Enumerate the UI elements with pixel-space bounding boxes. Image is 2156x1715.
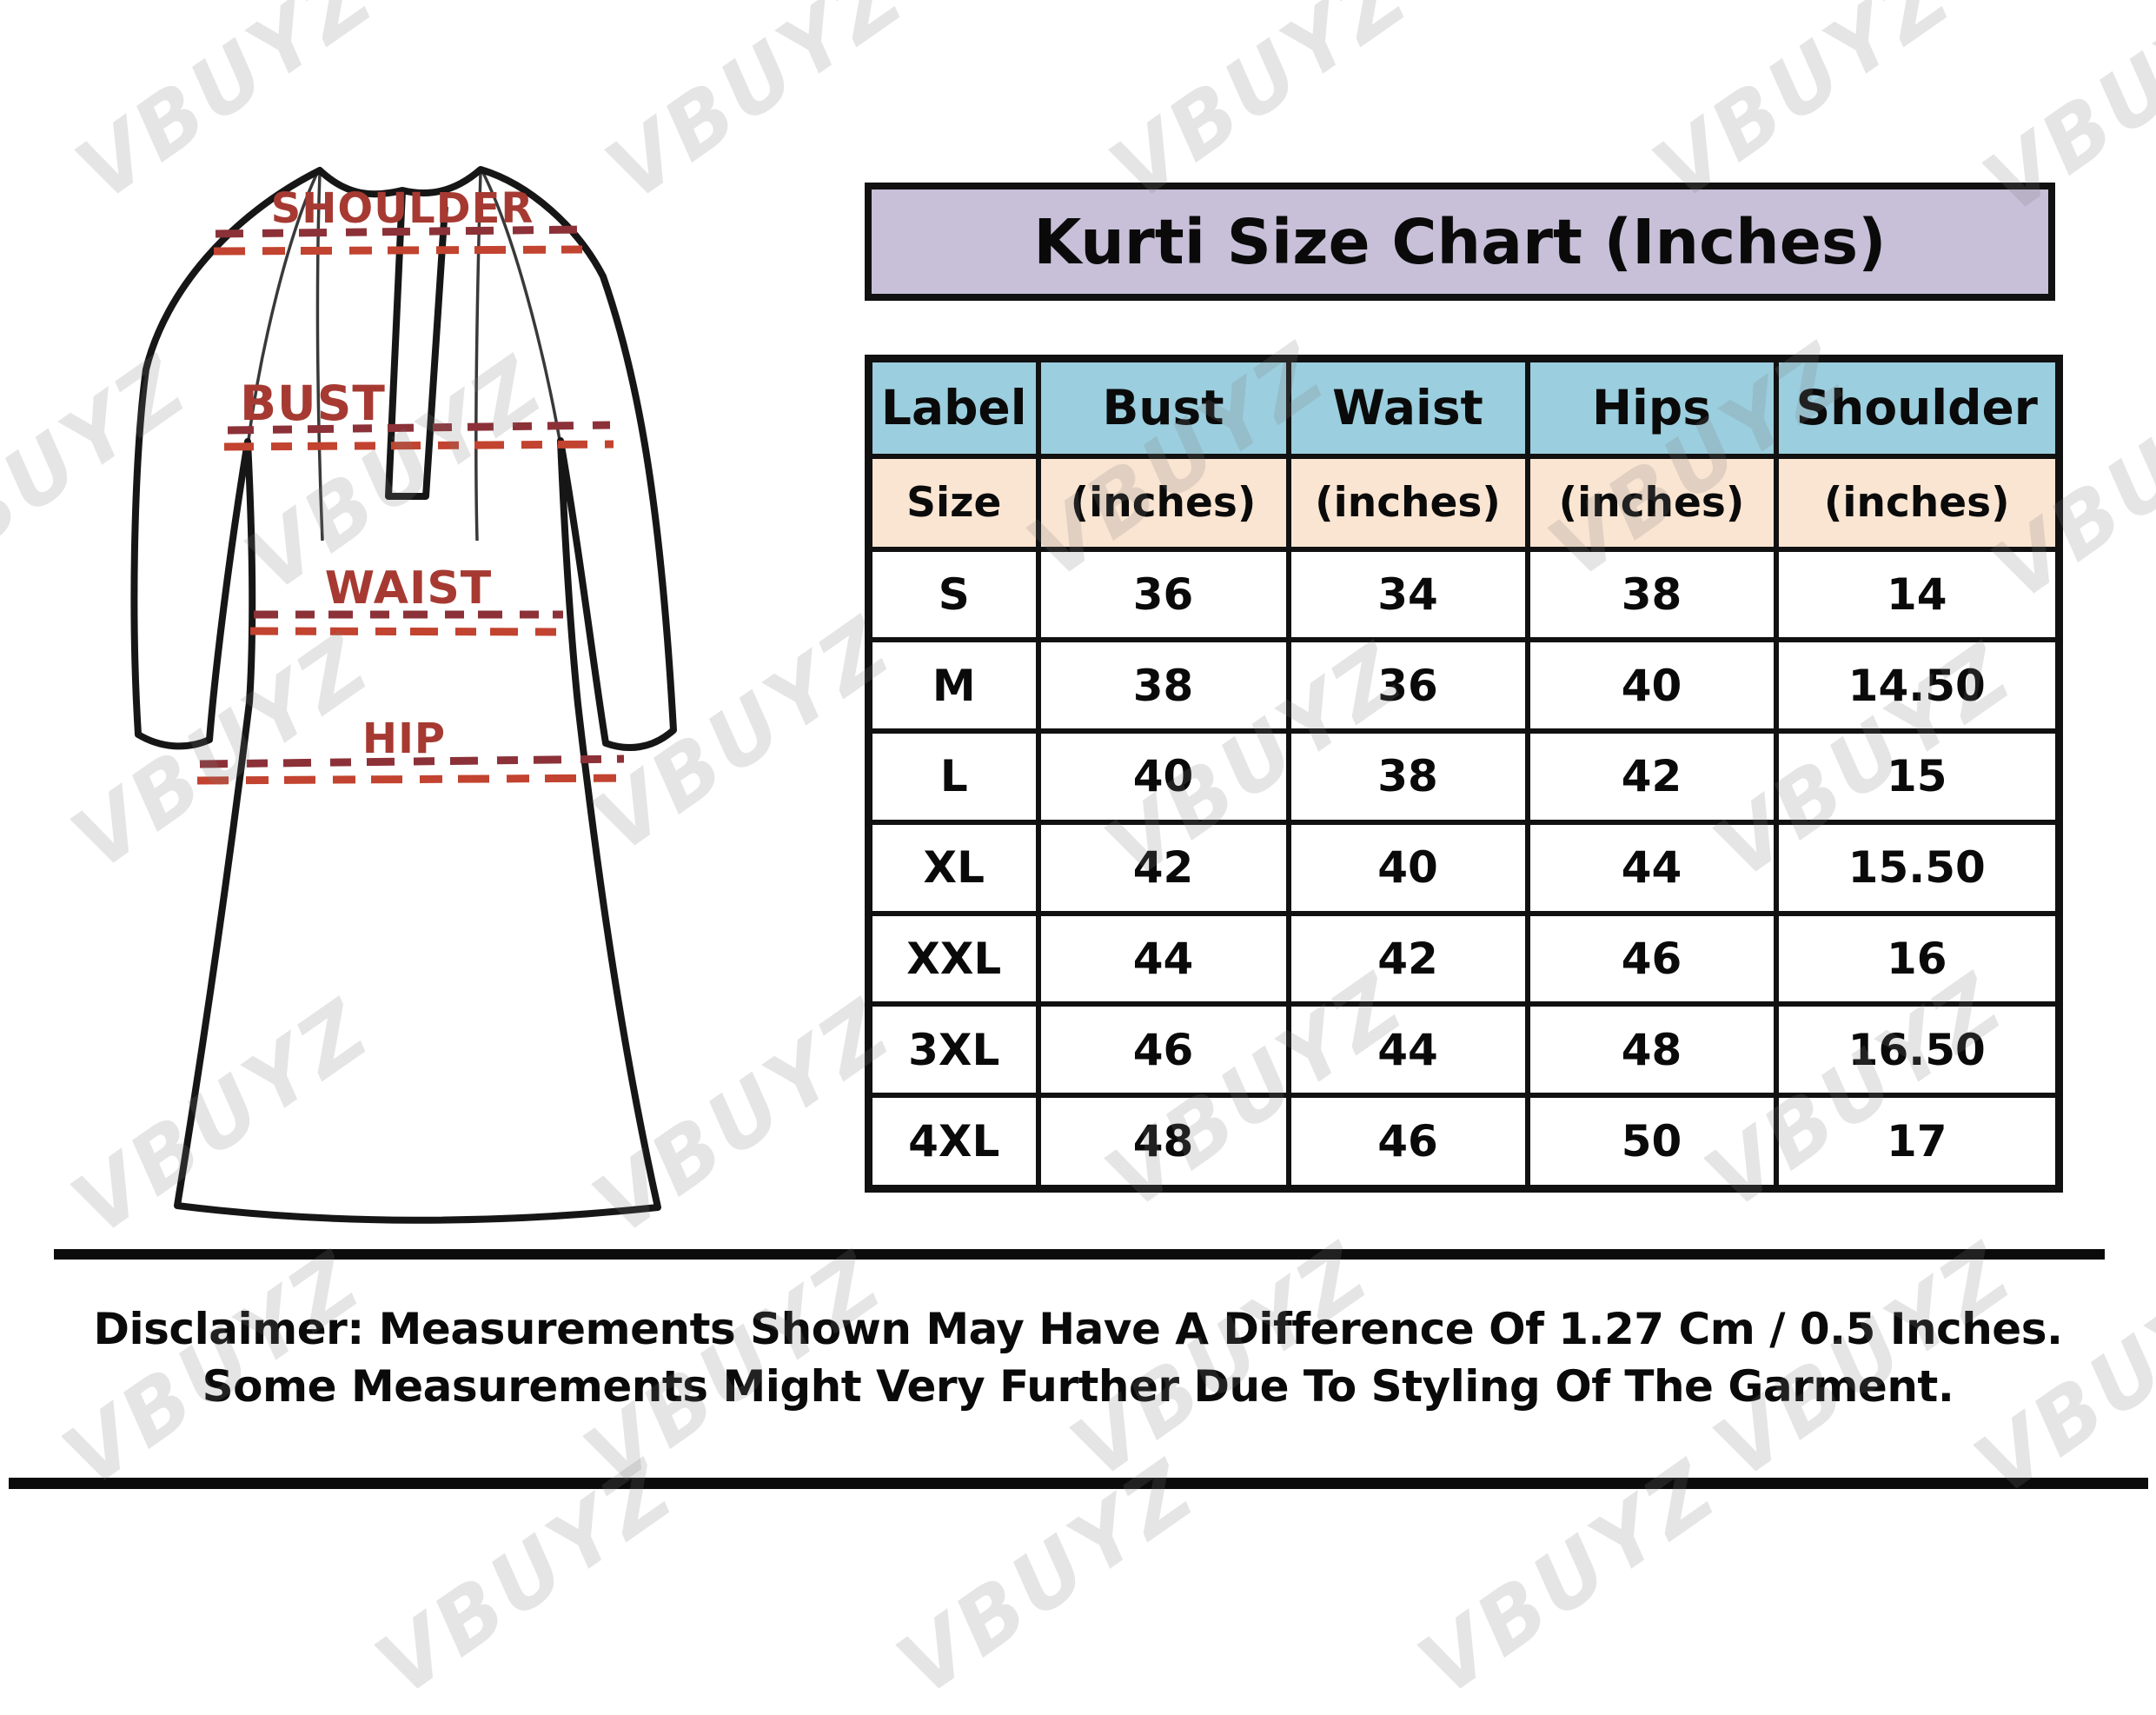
kurti-neck-slit [385, 190, 448, 500]
cell-shoulder: 15.50 [1773, 819, 2062, 916]
hip-dash-line-red [196, 774, 628, 785]
shoulder-label: SHOULDER [271, 184, 534, 233]
title-box: Kurti Size Chart (Inches) [865, 183, 2055, 301]
disclaimer-line-1: Disclaimer: Measurements Shown May Have … [93, 1304, 2063, 1354]
cell-size: M [866, 637, 1041, 735]
subheader-hips-units: (inches) [1524, 453, 1779, 552]
bust-label: BUST [240, 376, 386, 431]
cell-bust: 44 [1035, 910, 1291, 1007]
waist-label: WAIST [325, 562, 493, 615]
subheader-waist-units: (inches) [1285, 453, 1530, 552]
shoulder-dash-line-dark [215, 225, 585, 238]
cell-size: XXL [866, 910, 1041, 1007]
kurti-seam-left-vertical [315, 172, 324, 542]
cell-bust: 46 [1035, 1001, 1291, 1099]
cell-shoulder: 16.50 [1773, 1001, 2062, 1099]
cell-hips: 42 [1524, 728, 1779, 825]
cell-bust: 42 [1035, 819, 1291, 916]
table-row-s: S 36 34 38 14 [866, 546, 2062, 643]
cell-size: 4XL [866, 1093, 1041, 1192]
cell-waist: 34 [1285, 546, 1530, 643]
cell-hips: 48 [1524, 1001, 1779, 1099]
kurti-armhole-right [481, 170, 561, 441]
cell-hips: 50 [1524, 1093, 1779, 1192]
table-row-4xl: 4XL 48 46 50 17 [866, 1093, 2062, 1192]
shoulder-dash-line-red [213, 245, 583, 256]
table-row-l: L 40 38 42 15 [866, 728, 2062, 825]
cell-size: XL [866, 819, 1041, 916]
size-table-wrap: Label Bust Waist Hips Shoulder Size (inc… [865, 355, 2063, 1193]
cell-size: 3XL [866, 1001, 1041, 1099]
divider-bottom [9, 1478, 2148, 1489]
cell-bust: 38 [1035, 637, 1291, 735]
subheader-bust-units: (inches) [1035, 453, 1291, 552]
cell-bust: 40 [1035, 728, 1291, 825]
cell-waist: 42 [1285, 910, 1530, 1007]
cell-hips: 38 [1524, 546, 1779, 643]
cell-hips: 40 [1524, 637, 1779, 735]
page-title: Kurti Size Chart (Inches) [1033, 205, 1887, 278]
cell-hips: 44 [1524, 819, 1779, 916]
disclaimer: Disclaimer: Measurements Shown May Have … [0, 1300, 2156, 1415]
table-header-row: Label Bust Waist Hips Shoulder [866, 356, 2062, 459]
col-header-shoulder: Shoulder [1773, 356, 2062, 459]
col-header-bust: Bust [1035, 356, 1291, 459]
disclaimer-line-2: Some Measurements Might Very Further Due… [202, 1361, 1954, 1412]
table-subheader-row: Size (inches) (inches) (inches) (inches) [866, 453, 2062, 552]
kurti-outline [130, 166, 677, 1224]
subheader-shoulder-units: (inches) [1773, 453, 2062, 552]
kurti-diagram: SHOULDER BUST WAIST HIP [130, 166, 677, 1224]
waist-dash-line-red [249, 627, 561, 636]
cell-shoulder: 16 [1773, 910, 2062, 1007]
table-row-xxl: XXL 44 42 46 16 [866, 910, 2062, 1007]
cell-waist: 36 [1285, 637, 1530, 735]
cell-shoulder: 14 [1773, 546, 2062, 643]
cell-size: S [866, 546, 1041, 643]
cell-bust: 48 [1035, 1093, 1291, 1192]
cell-waist: 38 [1285, 728, 1530, 825]
kurti-seam-right-vertical [474, 171, 482, 542]
size-table: Label Bust Waist Hips Shoulder Size (inc… [865, 355, 2063, 1193]
col-header-waist: Waist [1285, 356, 1530, 459]
hip-label: HIP [362, 715, 446, 763]
cell-bust: 36 [1035, 546, 1291, 643]
cell-waist: 46 [1285, 1093, 1530, 1192]
bust-dash-line-dark [227, 421, 611, 435]
cell-hips: 46 [1524, 910, 1779, 1007]
bust-dash-line-red [223, 440, 614, 451]
cell-shoulder: 14.50 [1773, 637, 2062, 735]
kurti-armhole-left [247, 170, 320, 441]
hip-dash-line-dark [199, 754, 625, 768]
col-header-label: Label [866, 356, 1041, 459]
subheader-size: Size [866, 453, 1041, 552]
cell-shoulder: 15 [1773, 728, 2062, 825]
cell-shoulder: 17 [1773, 1093, 2062, 1192]
cell-waist: 40 [1285, 819, 1530, 916]
cell-waist: 44 [1285, 1001, 1530, 1099]
table-row-3xl: 3XL 46 44 48 16.50 [866, 1001, 2062, 1099]
table-row-xl: XL 42 40 44 15.50 [866, 819, 2062, 916]
cell-size: L [866, 728, 1041, 825]
divider-top [54, 1249, 2105, 1260]
table-row-m: M 38 36 40 14.50 [866, 637, 2062, 735]
col-header-hips: Hips [1524, 356, 1779, 459]
